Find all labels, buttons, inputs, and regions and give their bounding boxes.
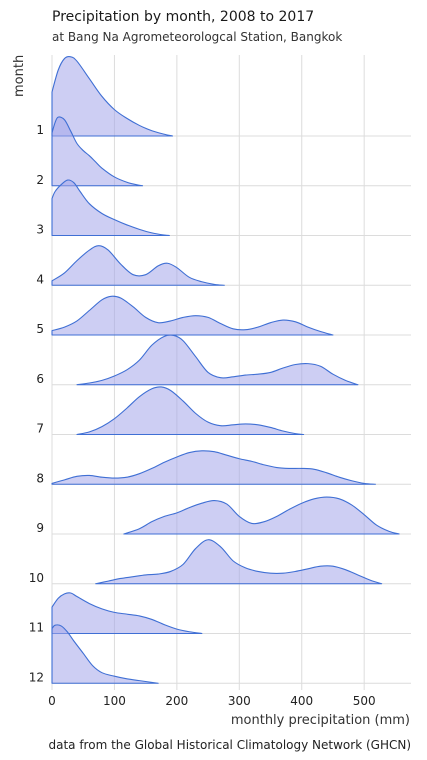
x-tick-label-400: 400 bbox=[290, 694, 313, 708]
ridge-month-10 bbox=[95, 539, 383, 585]
ridge-month-7 bbox=[76, 386, 305, 436]
y-tick-label-2: 2 bbox=[36, 173, 44, 187]
ridge-month-12 bbox=[51, 624, 159, 684]
ridge-month-9 bbox=[123, 496, 400, 535]
ridge-month-2 bbox=[51, 116, 144, 187]
y-tick-label-7: 7 bbox=[36, 422, 44, 436]
y-tick-label-11: 11 bbox=[29, 621, 44, 635]
ridge-month-3 bbox=[51, 179, 170, 237]
ridge-month-4 bbox=[51, 245, 225, 286]
chart-caption: data from the Global Historical Climatol… bbox=[48, 738, 411, 752]
x-axis-label: monthly precipitation (mm) bbox=[231, 713, 410, 728]
ridges bbox=[51, 56, 400, 684]
x-tick-labels: 0 100 200 300 400 500 bbox=[48, 694, 375, 708]
x-tick-label-0: 0 bbox=[48, 694, 56, 708]
y-tick-label-10: 10 bbox=[29, 571, 44, 585]
ridge-month-11 bbox=[51, 592, 203, 635]
y-tick-label-6: 6 bbox=[36, 372, 44, 386]
y-tick-label-3: 3 bbox=[36, 223, 44, 237]
y-tick-label-5: 5 bbox=[36, 322, 44, 336]
y-tick-label-12: 12 bbox=[29, 670, 44, 684]
x-tick-label-500: 500 bbox=[353, 694, 376, 708]
chart-subtitle: at Bang Na Agrometeorologcal Station, Ba… bbox=[52, 30, 342, 44]
y-tick-label-8: 8 bbox=[36, 471, 44, 485]
y-tick-label-1: 1 bbox=[36, 123, 44, 137]
ridge-month-6 bbox=[76, 334, 359, 386]
y-axis-label: month bbox=[12, 55, 27, 97]
ridge-month-5 bbox=[51, 295, 334, 336]
x-tick-label-100: 100 bbox=[103, 694, 126, 708]
ridge-month-8 bbox=[51, 450, 376, 485]
ridge-month-1 bbox=[51, 56, 174, 137]
chart-title: Precipitation by month, 2008 to 2017 bbox=[52, 9, 314, 25]
y-tick-label-4: 4 bbox=[36, 272, 44, 286]
x-tick-label-200: 200 bbox=[165, 694, 188, 708]
y-tick-label-9: 9 bbox=[36, 521, 44, 535]
grid bbox=[51, 55, 411, 690]
x-tick-label-300: 300 bbox=[228, 694, 251, 708]
